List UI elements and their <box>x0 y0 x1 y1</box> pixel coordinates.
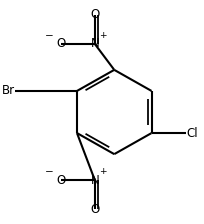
Text: O: O <box>90 8 99 21</box>
Text: −: − <box>44 31 53 41</box>
Text: Br: Br <box>1 84 14 97</box>
Text: O: O <box>90 203 99 216</box>
Text: O: O <box>56 37 65 50</box>
Text: −: − <box>44 167 53 177</box>
Text: +: + <box>98 168 106 177</box>
Text: N: N <box>90 37 99 50</box>
Text: +: + <box>98 31 106 40</box>
Text: N: N <box>90 174 99 187</box>
Text: Cl: Cl <box>185 127 197 140</box>
Text: O: O <box>56 174 65 187</box>
